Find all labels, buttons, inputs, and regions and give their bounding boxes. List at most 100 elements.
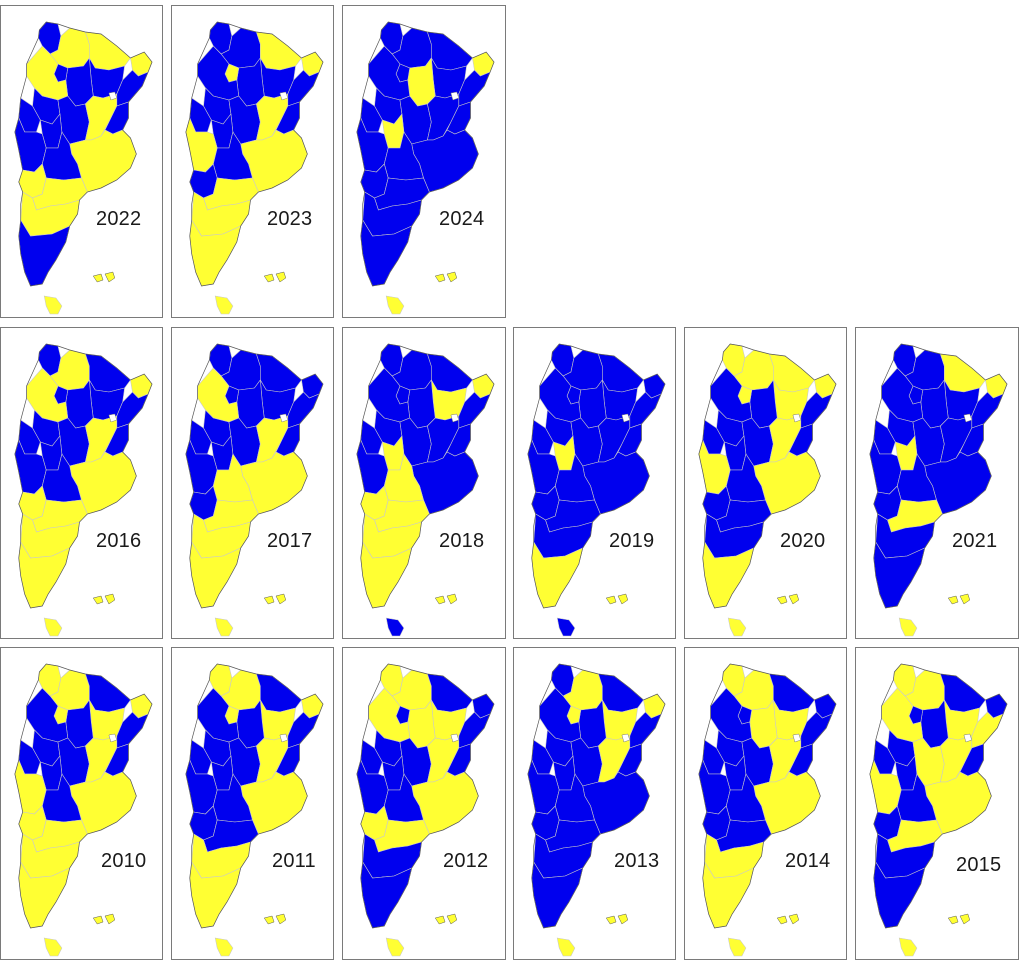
country-outline xyxy=(185,21,324,287)
islands-shape xyxy=(788,593,800,605)
province-tierra-del-fuego xyxy=(214,617,234,637)
islands-shape xyxy=(446,271,458,283)
country-outline xyxy=(356,663,495,929)
year-label: 2021 xyxy=(952,530,998,552)
argentina-map xyxy=(14,663,153,957)
argentina-map xyxy=(527,343,666,637)
map-panel-2012: 2012 xyxy=(342,647,506,960)
map-panel-2017: 2017 xyxy=(171,327,334,639)
year-label: 2013 xyxy=(614,850,660,872)
year-label: 2017 xyxy=(267,530,313,552)
islands-shape xyxy=(275,271,287,283)
capital-district xyxy=(108,413,118,423)
islands-shape xyxy=(617,593,629,605)
country-outline xyxy=(698,343,837,609)
year-label: 2018 xyxy=(439,530,485,552)
country-outline xyxy=(14,343,153,609)
province-tierra-del-fuego xyxy=(898,937,918,957)
map-panel-2020: 2020 xyxy=(684,327,847,639)
province-tierra-del-fuego xyxy=(556,617,576,637)
map-panel-2018: 2018 xyxy=(342,327,506,639)
country-outline xyxy=(185,663,324,929)
argentina-map xyxy=(356,343,495,637)
map-panel-2014: 2014 xyxy=(684,647,847,960)
country-outline xyxy=(14,663,153,929)
country-outline xyxy=(527,663,666,929)
capital-district xyxy=(963,733,973,743)
islands-shape xyxy=(92,915,104,925)
islands-shape xyxy=(446,913,458,925)
province-tierra-del-fuego xyxy=(898,617,918,637)
year-label: 2024 xyxy=(439,208,485,230)
country-outline xyxy=(356,343,495,609)
argentina-map xyxy=(698,663,837,957)
province-tierra-del-fuego xyxy=(385,937,405,957)
province-tierra-del-fuego xyxy=(43,937,63,957)
capital-district xyxy=(621,413,631,423)
islands-shape xyxy=(92,595,104,605)
country-outline xyxy=(698,663,837,929)
year-label: 2023 xyxy=(267,208,313,230)
country-outline xyxy=(527,343,666,609)
year-label: 2012 xyxy=(443,850,489,872)
map-panel-2013: 2013 xyxy=(513,647,676,960)
year-label: 2015 xyxy=(956,854,1002,876)
islands-shape xyxy=(434,915,446,925)
islands-shape xyxy=(446,593,458,605)
islands-shape xyxy=(947,915,959,925)
map-panel-2010: 2010 xyxy=(0,647,163,960)
map-panel-2015: 2015 xyxy=(855,647,1019,960)
province-tierra-del-fuego xyxy=(214,937,234,957)
country-outline xyxy=(869,663,1008,929)
islands-shape xyxy=(617,913,629,925)
capital-district xyxy=(963,413,973,423)
capital-district xyxy=(450,91,460,101)
islands-shape xyxy=(92,273,104,283)
province-tierra-del-fuego xyxy=(43,617,63,637)
province-tierra-del-fuego xyxy=(43,295,63,315)
argentina-map xyxy=(869,343,1008,637)
province-tierra-del-fuego xyxy=(556,937,576,957)
map-panel-2019: 2019 xyxy=(513,327,676,639)
province-tierra-del-fuego xyxy=(385,295,405,315)
islands-shape xyxy=(776,595,788,605)
capital-district xyxy=(279,733,289,743)
islands-shape xyxy=(263,915,275,925)
argentina-map xyxy=(14,21,153,315)
islands-shape xyxy=(434,273,446,283)
capital-district xyxy=(450,413,460,423)
argentina-map xyxy=(14,343,153,637)
argentina-map xyxy=(527,663,666,957)
map-panel-2022: 2022 xyxy=(0,5,163,318)
argentina-map xyxy=(698,343,837,637)
islands-shape xyxy=(104,913,116,925)
argentina-map xyxy=(185,663,324,957)
islands-shape xyxy=(263,273,275,283)
province-tierra-del-fuego xyxy=(727,937,747,957)
map-panel-2024: 2024 xyxy=(342,5,506,318)
islands-shape xyxy=(263,595,275,605)
map-panel-2011: 2011 xyxy=(171,647,334,960)
year-label: 2011 xyxy=(272,850,316,872)
province-tierra-del-fuego xyxy=(214,295,234,315)
islands-shape xyxy=(788,913,800,925)
country-outline xyxy=(356,21,495,287)
capital-district xyxy=(279,413,289,423)
islands-shape xyxy=(275,913,287,925)
islands-shape xyxy=(104,593,116,605)
islands-shape xyxy=(434,595,446,605)
argentina-map xyxy=(356,21,495,315)
year-label: 2020 xyxy=(780,530,826,552)
capital-district xyxy=(621,733,631,743)
capital-district xyxy=(792,413,802,423)
year-label: 2016 xyxy=(96,530,142,552)
islands-shape xyxy=(605,915,617,925)
islands-shape xyxy=(275,593,287,605)
province-tierra-del-fuego xyxy=(727,617,747,637)
islands-shape xyxy=(959,593,971,605)
map-panel-2023: 2023 xyxy=(171,5,334,318)
country-outline xyxy=(185,343,324,609)
year-label: 2014 xyxy=(785,850,831,872)
islands-shape xyxy=(104,271,116,283)
argentina-map xyxy=(185,343,324,637)
